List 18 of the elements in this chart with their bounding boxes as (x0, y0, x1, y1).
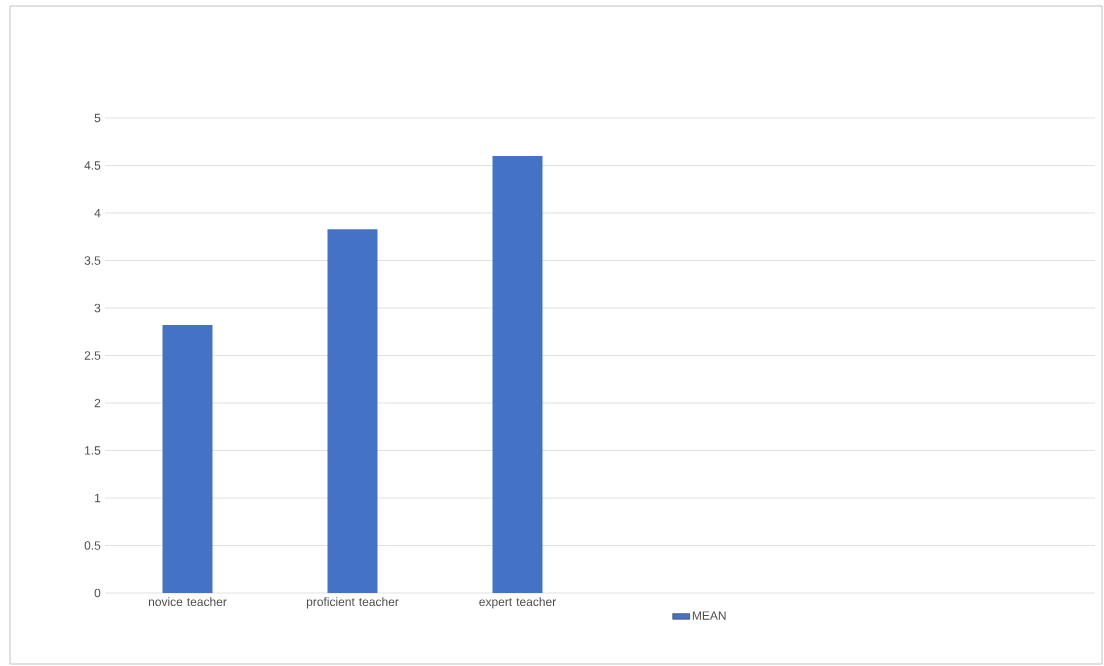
bar (162, 325, 213, 593)
bar (327, 229, 378, 593)
y-tick-label: 2.5 (84, 351, 101, 360)
y-tick-label: 4 (94, 208, 101, 218)
legend-label: MEAN (692, 611, 726, 620)
y-tick-label: 1.5 (85, 446, 101, 455)
y-tick-label: 2 (94, 398, 101, 408)
y-tick-label: 3.5 (84, 256, 101, 265)
bar (492, 156, 543, 593)
y-tick-label: 4.5 (84, 161, 101, 170)
y-tick-label: 0.5 (84, 541, 101, 550)
x-tick-label: novice teacher (148, 597, 227, 607)
x-tick-label: proficient teacher (306, 597, 399, 609)
y-tick-label: 3 (94, 303, 101, 313)
y-tick-label: 0 (94, 588, 101, 598)
x-tick-label: expert teacher (479, 597, 556, 609)
y-tick-label: 1 (95, 493, 101, 503)
y-tick-label: 5 (94, 113, 101, 123)
